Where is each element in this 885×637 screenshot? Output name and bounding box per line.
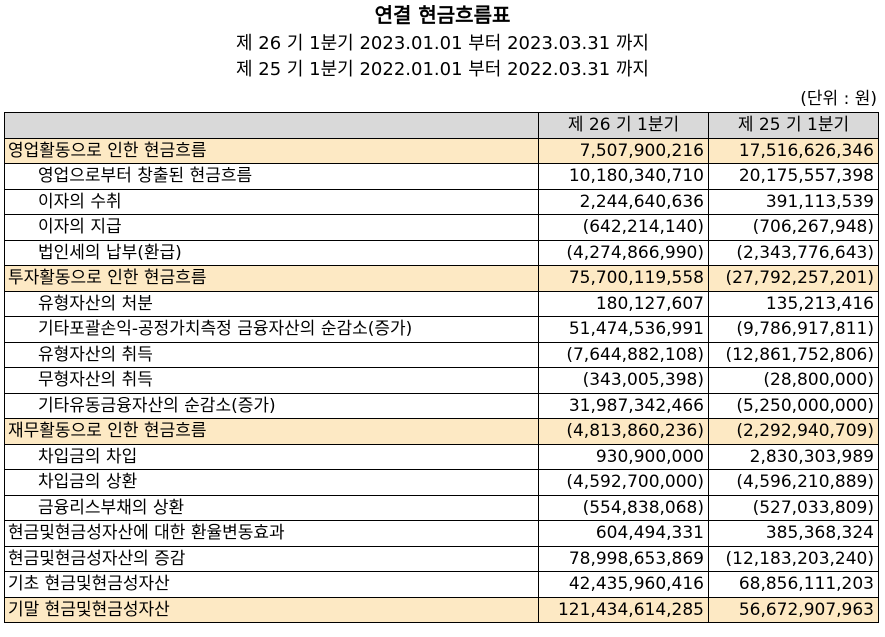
row-prior-value: 391,113,539 xyxy=(708,188,879,215)
table-row: 기초 현금및현금성자산 42,435,960,416 68,856,111,203 xyxy=(4,571,879,598)
header-label xyxy=(4,112,539,139)
row-prior-value: (527,033,809) xyxy=(708,494,879,521)
row-label: 기말 현금및현금성자산 xyxy=(4,596,539,623)
header-current-period: 제 26 기 1분기 xyxy=(538,112,709,139)
row-label: 재무활동으로 인한 현금흐름 xyxy=(4,418,539,445)
row-current-value: 42,435,960,416 xyxy=(538,571,709,598)
table-row: 무형자산의 취득 (343,005,398) (28,800,000) xyxy=(4,367,879,394)
row-prior-value: (9,786,917,811) xyxy=(708,316,879,343)
table-row: 기타포괄손익-공정가치측정 금융자산의 순감소(증가) 51,474,536,99… xyxy=(4,316,879,343)
table-row: 이자의 수취 2,244,640,636 391,113,539 xyxy=(4,188,879,215)
table-header-row: 제 26 기 1분기 제 25 기 1분기 xyxy=(4,112,879,139)
table-row: 영업활동으로 인한 현금흐름 7,507,900,216 17,516,626,34… xyxy=(4,137,879,164)
period-current: 제 26 기 1분기 2023.01.01 부터 2023.03.31 까지 xyxy=(235,33,649,54)
row-prior-value: (12,183,203,240) xyxy=(708,545,879,572)
row-prior-value: 385,368,324 xyxy=(708,520,879,547)
row-current-value: 31,987,342,466 xyxy=(538,392,709,419)
row-prior-value: (27,792,257,201) xyxy=(708,265,879,292)
row-prior-value: 17,516,626,346 xyxy=(708,137,879,164)
row-label: 무형자산의 취득 xyxy=(4,367,539,394)
table-row: 유형자산의 처분 180,127,607 135,213,416 xyxy=(4,290,879,317)
row-label: 영업으로부터 창출된 현금흐름 xyxy=(4,163,539,190)
table-row: 투자활동으로 인한 현금흐름 75,700,119,558 (27,792,257,… xyxy=(4,265,879,292)
row-current-value: 2,244,640,636 xyxy=(538,188,709,215)
row-current-value: 51,474,536,991 xyxy=(538,316,709,343)
row-current-value: (4,592,700,000) xyxy=(538,469,709,496)
row-label: 기타유동금융자산의 순감소(증가) xyxy=(4,392,539,419)
row-label: 차입금의 상환 xyxy=(4,469,539,496)
row-prior-value: (5,250,000,000) xyxy=(708,392,879,419)
row-prior-value: (2,343,776,643) xyxy=(708,239,879,266)
row-prior-value: (28,800,000) xyxy=(708,367,879,394)
row-current-value: 930,900,000 xyxy=(538,443,709,470)
row-label: 기타포괄손익-공정가치측정 금융자산의 순감소(증가) xyxy=(4,316,539,343)
table-row: 기말 현금및현금성자산 121,434,614,285 56,672,907,963 xyxy=(4,596,879,623)
row-current-value: 604,494,331 xyxy=(538,520,709,547)
table-row: 이자의 지급 (642,214,140) (706,267,948) xyxy=(4,214,879,241)
period-prior: 제 25 기 1분기 2022.01.01 부터 2022.03.31 까지 xyxy=(235,59,649,80)
row-prior-value: (2,292,940,709) xyxy=(708,418,879,445)
table-row: 재무활동으로 인한 현금흐름 (4,813,860,236) (2,292,940,… xyxy=(4,418,879,445)
row-current-value: (4,274,866,990) xyxy=(538,239,709,266)
row-current-value: (642,214,140) xyxy=(538,214,709,241)
row-label: 현금및현금성자산에 대한 환율변동효과 xyxy=(4,520,539,547)
row-prior-value: (4,596,210,889) xyxy=(708,469,879,496)
row-current-value: 78,998,653,869 xyxy=(538,545,709,572)
row-current-value: (343,005,398) xyxy=(538,367,709,394)
row-prior-value: 56,672,907,963 xyxy=(708,596,879,623)
row-label: 이자의 지급 xyxy=(4,214,539,241)
row-prior-value: 2,830,303,989 xyxy=(708,443,879,470)
unit-label: (단위 : 원) xyxy=(800,89,877,109)
row-label: 영업활동으로 인한 현금흐름 xyxy=(4,137,539,164)
row-prior-value: 68,856,111,203 xyxy=(708,571,879,598)
table-row: 현금및현금성자산의 증감 78,998,653,869 (12,183,203,24… xyxy=(4,545,879,572)
row-current-value: 180,127,607 xyxy=(538,290,709,317)
header-prior-period: 제 25 기 1분기 xyxy=(708,112,879,139)
row-label: 이자의 수취 xyxy=(4,188,539,215)
page-title: 연결 현금흐름표 xyxy=(374,3,511,27)
row-label: 법인세의 납부(환급) xyxy=(4,239,539,266)
row-prior-value: 135,213,416 xyxy=(708,290,879,317)
row-label: 기초 현금및현금성자산 xyxy=(4,571,539,598)
table-row: 금융리스부채의 상환 (554,838,068) (527,033,809) xyxy=(4,494,879,521)
row-label: 유형자산의 취득 xyxy=(4,341,539,368)
table-row: 유형자산의 취득 (7,644,882,108) (12,861,752,806) xyxy=(4,341,879,368)
table-row: 차입금의 상환 (4,592,700,000) (4,596,210,889) xyxy=(4,469,879,496)
table-row: 영업으로부터 창출된 현금흐름 10,180,340,710 20,175,557,… xyxy=(4,163,879,190)
row-current-value: 7,507,900,216 xyxy=(538,137,709,164)
row-prior-value: (706,267,948) xyxy=(708,214,879,241)
row-current-value: 121,434,614,285 xyxy=(538,596,709,623)
table-row: 현금및현금성자산에 대한 환율변동효과 604,494,331 385,368,32… xyxy=(4,520,879,547)
row-label: 차입금의 차입 xyxy=(4,443,539,470)
row-label: 현금및현금성자산의 증감 xyxy=(4,545,539,572)
table-row: 법인세의 납부(환급) (4,274,866,990) (2,343,776,643… xyxy=(4,239,879,266)
table-row: 차입금의 차입 930,900,000 2,830,303,989 xyxy=(4,443,879,470)
cash-flow-table: 제 26 기 1분기 제 25 기 1분기 영업활동으로 인한 현금흐름 7,50… xyxy=(4,112,879,623)
row-prior-value: (12,861,752,806) xyxy=(708,341,879,368)
table-row: 기타유동금융자산의 순감소(증가) 31,987,342,466 (5,250,00… xyxy=(4,392,879,419)
row-current-value: 75,700,119,558 xyxy=(538,265,709,292)
row-label: 금융리스부채의 상환 xyxy=(4,494,539,521)
row-current-value: (7,644,882,108) xyxy=(538,341,709,368)
row-label: 투자활동으로 인한 현금흐름 xyxy=(4,265,539,292)
row-current-value: 10,180,340,710 xyxy=(538,163,709,190)
row-current-value: (554,838,068) xyxy=(538,494,709,521)
row-current-value: (4,813,860,236) xyxy=(538,418,709,445)
row-label: 유형자산의 처분 xyxy=(4,290,539,317)
row-prior-value: 20,175,557,398 xyxy=(708,163,879,190)
